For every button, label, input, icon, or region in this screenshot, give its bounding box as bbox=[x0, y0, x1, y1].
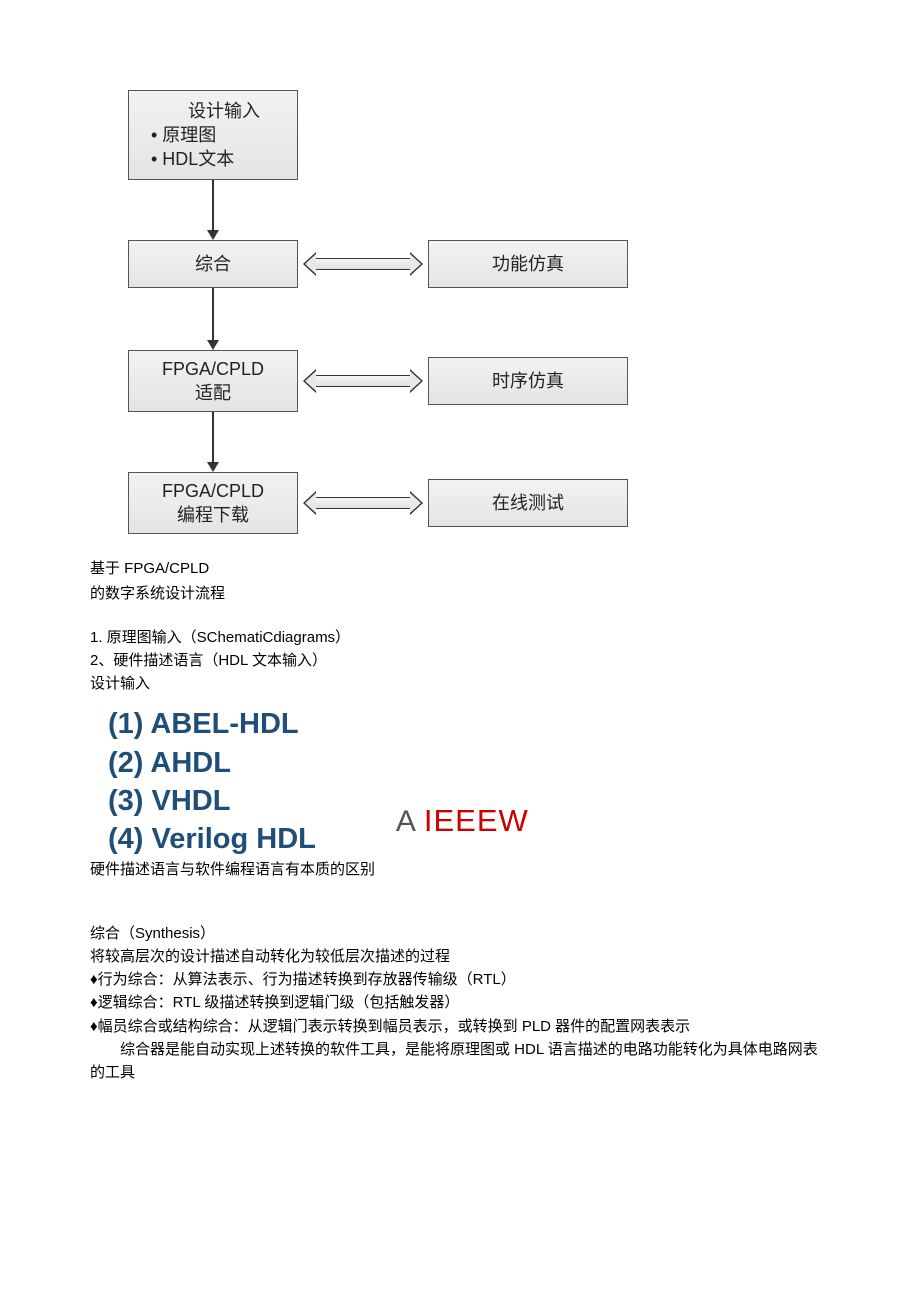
flow-node-funcsim: 功能仿真 bbox=[428, 240, 628, 288]
flow-node-online: 在线测试 bbox=[428, 479, 628, 527]
flow-node-prog-line2: 编程下载 bbox=[177, 503, 249, 527]
flow-node-timesim-label: 时序仿真 bbox=[492, 369, 564, 393]
flow-node-input: 设计输入 • 原理图 • HDL文本 bbox=[128, 90, 298, 180]
hdl-item-4: (4) Verilog HDL bbox=[108, 820, 316, 858]
flow-node-synth-label: 综合 bbox=[195, 252, 231, 276]
flow-node-input-line1: • 原理图 bbox=[151, 123, 216, 147]
flowchart-caption-2: 的数字系统设计流程 bbox=[90, 582, 830, 605]
arrow-shaft bbox=[212, 288, 214, 340]
list-item-1: 1. 原理图输入（SChematiCdiagrams） bbox=[90, 626, 830, 649]
synth-bullet-2: ♦逻辑综合：RTL 级描述转换到逻辑门级（包括触发器） bbox=[90, 991, 830, 1014]
flowchart-diagram: 设计输入 • 原理图 • HDL文本 综合 功能仿真 FPGA/CPLD 适配 bbox=[108, 90, 648, 555]
arrow-shaft bbox=[212, 412, 214, 462]
page: 设计输入 • 原理图 • HDL文本 综合 功能仿真 FPGA/CPLD 适配 bbox=[0, 0, 920, 1144]
double-arrow-icon bbox=[303, 491, 423, 515]
synth-title: 综合（Synthesis） bbox=[90, 922, 830, 945]
flow-node-fit-line2: 适配 bbox=[195, 381, 231, 405]
arrow-down-icon bbox=[207, 462, 219, 472]
flowchart-caption-1: 基于 FPGA/CPLD bbox=[90, 557, 830, 580]
hdl-item-1: (1) ABEL-HDL bbox=[108, 705, 830, 743]
hdl-item-2: (2) AHDL bbox=[108, 744, 830, 782]
flow-node-online-label: 在线测试 bbox=[492, 491, 564, 515]
flow-node-prog-line1: FPGA/CPLD bbox=[162, 479, 264, 503]
ieee-a: A bbox=[396, 805, 416, 839]
flow-node-funcsim-label: 功能仿真 bbox=[492, 252, 564, 276]
arrow-down-icon bbox=[207, 230, 219, 240]
list-item-2: 2、硬件描述语言（HDL 文本输入） bbox=[90, 649, 830, 672]
hdl-list: (1) ABEL-HDL (2) AHDL (3) VHDL (4) Veril… bbox=[108, 705, 830, 858]
synth-bullet-1: ♦行为综合：从算法表示、行为描述转换到存放器传输级（RTL） bbox=[90, 968, 830, 991]
list-item-3: 设计输入 bbox=[90, 672, 830, 695]
ieee-label: A IEEEW bbox=[396, 803, 529, 839]
synth-bullet-3: ♦幅员综合或结构综合：从逻辑门表示转换到幅员表示，或转换到 PLD 器件的配置网… bbox=[90, 1015, 830, 1038]
note-1: 硬件描述语言与软件编程语言有本质的区别 bbox=[90, 858, 830, 881]
synth-desc: 综合器是能自动实现上述转换的软件工具，是能将原理图或 HDL 语言描述的电路功能… bbox=[90, 1038, 830, 1085]
arrow-down-icon bbox=[207, 340, 219, 350]
flow-node-input-line2: • HDL文本 bbox=[151, 147, 234, 171]
flow-node-fit: FPGA/CPLD 适配 bbox=[128, 350, 298, 412]
flow-node-prog: FPGA/CPLD 编程下载 bbox=[128, 472, 298, 534]
arrow-shaft bbox=[212, 180, 214, 230]
flow-node-synth: 综合 bbox=[128, 240, 298, 288]
synth-line-1: 将较高层次的设计描述自动转化为较低层次描述的过程 bbox=[90, 945, 830, 968]
ieee-text: IEEEW bbox=[424, 803, 529, 839]
double-arrow-icon bbox=[303, 252, 423, 276]
flow-node-input-title: 设计输入 bbox=[151, 99, 297, 123]
double-arrow-icon bbox=[303, 369, 423, 393]
flow-node-fit-line1: FPGA/CPLD bbox=[162, 357, 264, 381]
hdl-item-3: (3) VHDL bbox=[108, 782, 230, 820]
flow-node-timesim: 时序仿真 bbox=[428, 357, 628, 405]
